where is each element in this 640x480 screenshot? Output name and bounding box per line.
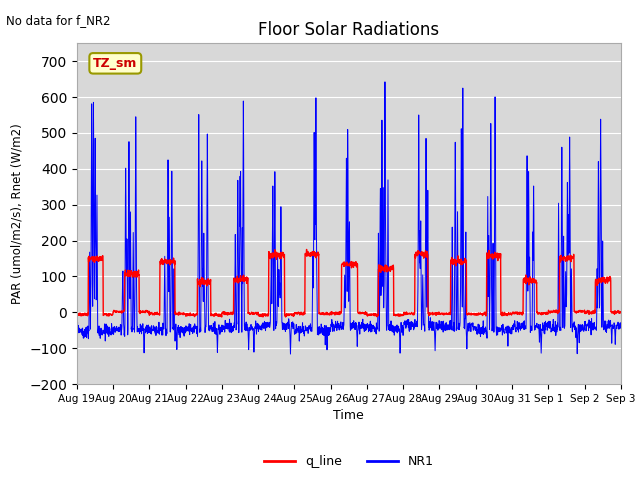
- Y-axis label: PAR (umol/m2/s), Rnet (W/m2): PAR (umol/m2/s), Rnet (W/m2): [10, 123, 24, 304]
- NR1: [287, 351, 294, 357]
- NR1: [365, 329, 372, 335]
- q_line: [73, 311, 81, 317]
- Line: q_line: q_line: [77, 250, 621, 317]
- NR1: [376, 185, 384, 191]
- q_line: [584, 310, 592, 315]
- NR1: [570, 321, 577, 326]
- q_line: [218, 314, 225, 320]
- q_line: [365, 312, 372, 317]
- NR1: [381, 79, 388, 85]
- q_line: [508, 311, 515, 317]
- NR1: [225, 324, 232, 330]
- Text: TZ_sm: TZ_sm: [93, 57, 138, 70]
- q_line: [377, 270, 385, 276]
- NR1: [73, 329, 81, 335]
- NR1: [508, 324, 515, 330]
- Legend: q_line, NR1: q_line, NR1: [259, 450, 439, 473]
- q_line: [303, 247, 310, 252]
- Line: NR1: NR1: [77, 82, 621, 354]
- q_line: [617, 310, 625, 315]
- Text: No data for f_NR2: No data for f_NR2: [6, 14, 111, 27]
- NR1: [617, 325, 625, 331]
- X-axis label: Time: Time: [333, 409, 364, 422]
- q_line: [570, 255, 577, 261]
- NR1: [584, 320, 592, 326]
- q_line: [225, 311, 232, 316]
- Title: Floor Solar Radiations: Floor Solar Radiations: [258, 21, 440, 39]
